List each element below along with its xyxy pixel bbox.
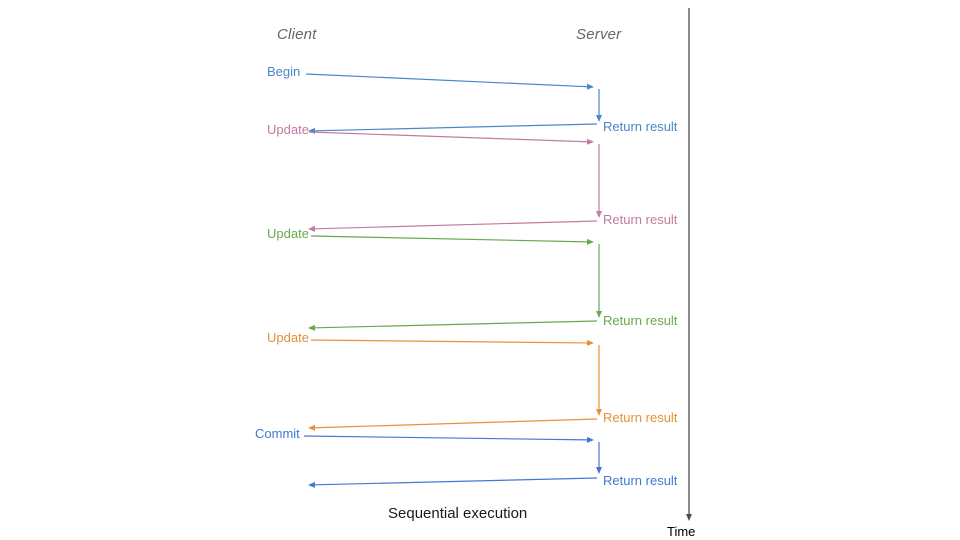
time-axis-label: Time xyxy=(667,524,696,539)
return-result-label-5: Return result xyxy=(603,473,678,488)
client-column-header: Client xyxy=(277,26,317,43)
op-label-begin: Begin xyxy=(267,64,301,79)
op-label-commit: Commit xyxy=(255,426,300,441)
diagram-caption: Sequential execution xyxy=(388,505,528,522)
op-label-update-1: Update xyxy=(267,122,309,137)
return-result-label-2: Return result xyxy=(603,212,678,227)
op-label-update-3: Update xyxy=(267,330,309,345)
return-result-label-3: Return result xyxy=(603,313,678,328)
server-column-header: Server xyxy=(576,26,622,43)
return-result-label-1: Return result xyxy=(603,119,678,134)
op-label-update-2: Update xyxy=(267,226,309,241)
return-result-label-4: Return result xyxy=(603,410,678,425)
